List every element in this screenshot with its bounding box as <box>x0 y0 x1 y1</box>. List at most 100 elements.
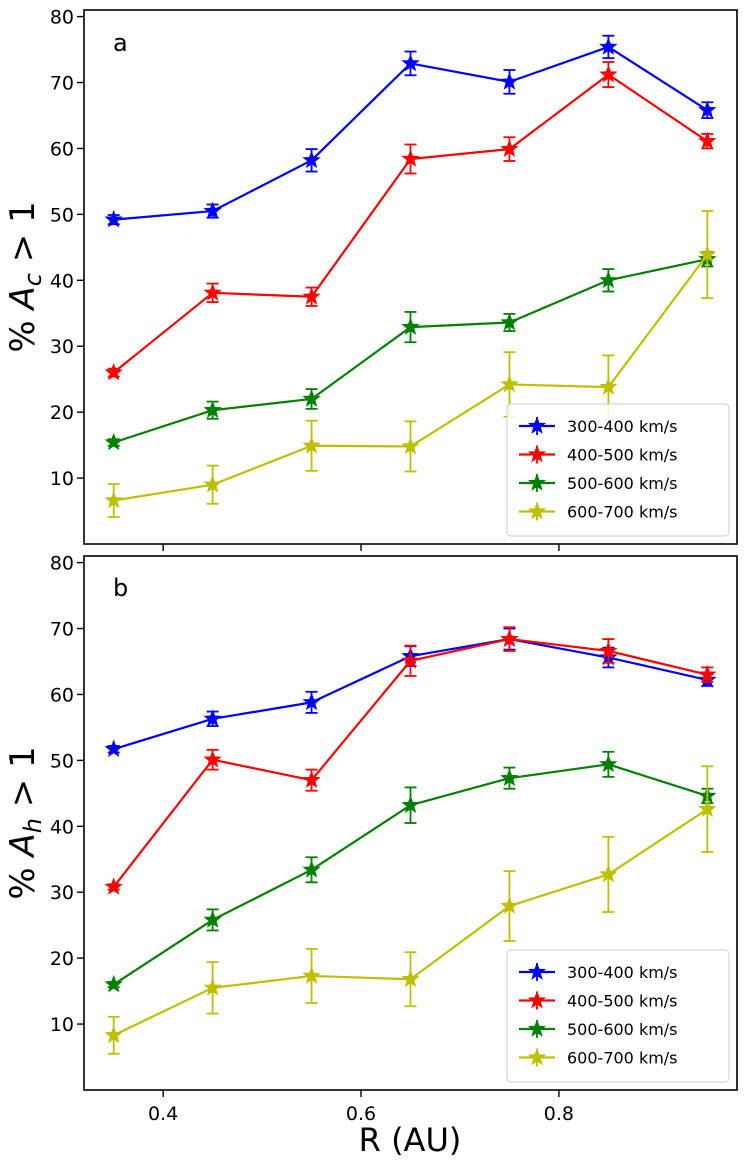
legend-entry-a-2: 400-500 km/s <box>519 444 678 465</box>
legend-star-b-1 <box>527 962 547 980</box>
star-marker-a-2-7 <box>698 131 717 149</box>
star-marker-a-1-2 <box>203 201 222 219</box>
series-b-4 <box>104 765 717 1055</box>
star-marker-a-3-6 <box>599 270 618 289</box>
y-tick-label-b-20: 20 <box>50 948 74 970</box>
star-marker-a-2-5 <box>500 139 519 157</box>
y-axis-title-b-subscript: h <box>19 818 47 833</box>
star-marker-a-2-6 <box>599 64 618 83</box>
legend-entry-b-2: 400-500 km/s <box>519 990 678 1011</box>
legend-label-a-1: 300-400 km/s <box>567 417 678 436</box>
star-marker-b-1-1 <box>104 739 123 757</box>
star-marker-b-3-3 <box>302 860 321 878</box>
star-marker-b-1-3 <box>302 692 321 711</box>
star-marker-b-2-1 <box>104 877 123 895</box>
star-marker-b-2-3 <box>302 770 321 788</box>
y-axis-title-b-prefix: % <box>3 857 43 900</box>
star-marker-b-4-5 <box>500 896 519 914</box>
legend-star-a-1 <box>527 416 547 434</box>
y-tick-label-b-60: 60 <box>50 684 74 706</box>
star-marker-b-4-7 <box>698 799 717 817</box>
series-a-2 <box>104 61 717 381</box>
star-marker-a-4-5 <box>500 374 519 393</box>
y-tick-label-b-10: 10 <box>50 1014 74 1036</box>
star-marker-b-2-5 <box>500 629 519 647</box>
star-marker-b-3-4 <box>401 795 420 813</box>
y-axis-title-b-symbol: A <box>3 833 43 858</box>
star-marker-b-2-2 <box>203 750 222 768</box>
star-marker-a-1-1 <box>104 210 123 228</box>
legend-entry-a-3: 500-600 km/s <box>519 473 678 493</box>
star-marker-a-3-3 <box>302 389 321 407</box>
star-marker-b-1-2 <box>203 709 222 727</box>
star-marker-a-2-4 <box>401 149 420 167</box>
y-tick-label-a-20: 20 <box>50 402 74 424</box>
star-marker-a-4-2 <box>203 475 222 493</box>
y-tick-label-b-80: 80 <box>50 553 74 575</box>
x-tick-label-b-0.4: 0.4 <box>148 1103 178 1125</box>
legend-label-b-3: 500-600 km/s <box>567 1020 678 1039</box>
y-tick-label-a-10: 10 <box>50 468 74 490</box>
series-a-4 <box>104 210 717 518</box>
star-marker-a-4-7 <box>698 244 717 263</box>
y-tick-label-b-30: 30 <box>50 882 74 904</box>
legend-star-b-3 <box>527 1019 547 1037</box>
legend-star-b-2 <box>527 990 547 1009</box>
star-marker-b-4-4 <box>401 969 420 988</box>
series-b-2 <box>104 626 717 895</box>
star-marker-a-3-1 <box>104 432 123 451</box>
y-axis-title-a-subscript: c <box>19 273 47 286</box>
x-axis-title: R (AU) <box>359 1121 462 1159</box>
star-marker-a-4-1 <box>104 490 123 509</box>
star-marker-a-1-5 <box>500 72 519 90</box>
legend-entry-b-3: 500-600 km/s <box>519 1019 678 1039</box>
star-marker-a-2-3 <box>302 287 321 305</box>
star-marker-b-2-7 <box>698 665 717 683</box>
star-marker-b-2-4 <box>401 651 420 669</box>
panel-label-b: b <box>113 574 128 602</box>
plot-frame-a <box>83 9 738 545</box>
star-marker-b-2-6 <box>599 641 618 659</box>
plot-frame-b <box>83 555 738 1091</box>
y-axis-title-a: % Ac > 1 <box>3 201 47 352</box>
legend-b: 300-400 km/s 400-500 km/s 500-600 km/s 600-… <box>506 949 730 1083</box>
star-marker-a-4-3 <box>302 436 321 454</box>
star-marker-a-3-5 <box>500 312 519 331</box>
y-tick-label-a-50: 50 <box>50 204 74 226</box>
star-marker-a-3-2 <box>203 400 222 418</box>
star-marker-a-2-1 <box>104 362 123 381</box>
y-tick-label-b-50: 50 <box>50 750 74 772</box>
x-tick-label-b-0.8: 0.8 <box>544 1103 574 1125</box>
y-axis-title-a-suffix: > 1 <box>3 201 43 273</box>
y-tick-label-a-80: 80 <box>50 7 74 29</box>
star-marker-a-2-2 <box>203 283 222 301</box>
star-marker-a-1-4 <box>401 53 420 72</box>
legend-label-b-4: 600-700 km/s <box>567 1049 678 1068</box>
y-axis-title-b: % Ah > 1 <box>3 746 47 899</box>
panel-label-a: a <box>113 29 128 57</box>
y-tick-label-a-40: 40 <box>50 270 74 292</box>
y-tick-label-b-70: 70 <box>50 619 74 641</box>
star-marker-a-1-6 <box>599 37 618 55</box>
series-a-1 <box>104 34 717 228</box>
star-marker-b-4-2 <box>203 978 222 996</box>
star-marker-b-4-3 <box>302 966 321 984</box>
y-tick-label-a-70: 70 <box>50 73 74 95</box>
star-marker-a-4-6 <box>599 377 618 395</box>
y-axis-title-a-symbol: A <box>3 286 43 311</box>
legend-box-b <box>506 949 730 1083</box>
legend-entry-b-4: 600-700 km/s <box>519 1047 678 1068</box>
legend-star-a-4 <box>527 501 547 520</box>
star-marker-b-3-2 <box>203 910 222 928</box>
star-marker-b-4-6 <box>599 864 618 883</box>
star-marker-a-1-7 <box>698 100 717 118</box>
x-tick-label-b-0.6: 0.6 <box>346 1103 376 1125</box>
legend-label-a-4: 600-700 km/s <box>567 503 678 522</box>
y-axis-title-b-suffix: > 1 <box>3 746 43 818</box>
y-axis-title-a-prefix: % <box>3 310 43 353</box>
series-b-3 <box>104 750 717 993</box>
legend-entry-b-1: 300-400 km/s <box>519 962 678 982</box>
legend-star-a-2 <box>527 444 547 463</box>
legend-entry-a-4: 600-700 km/s <box>519 501 678 522</box>
